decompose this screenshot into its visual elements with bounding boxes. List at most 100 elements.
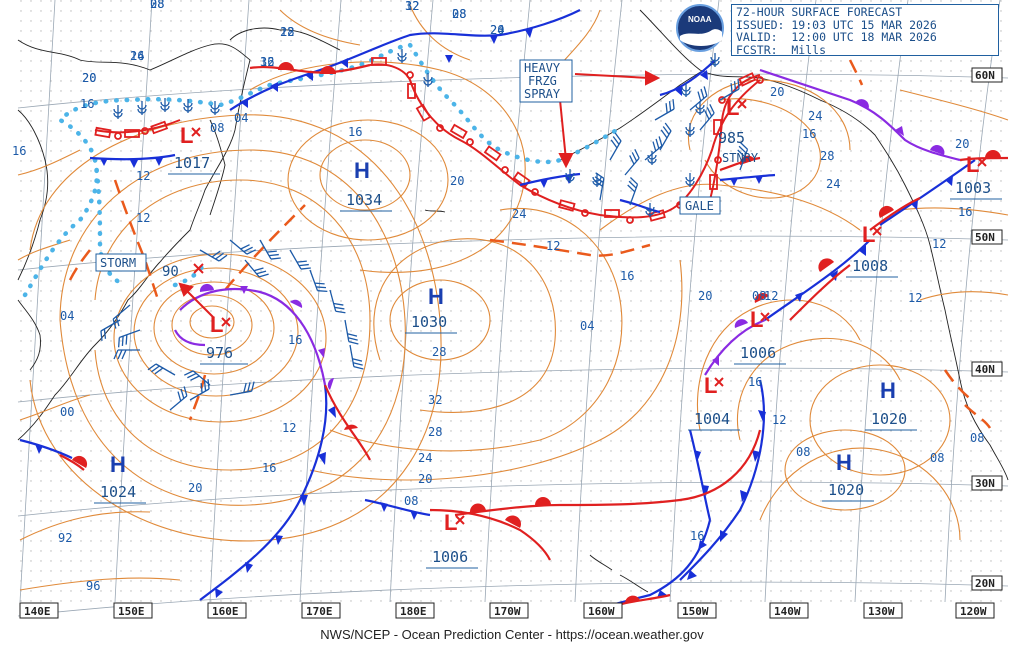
latitude-label: 30N [975,477,995,490]
wind-barb [344,319,359,345]
pressure-value: 1004 [694,410,730,428]
longitude-label-box [955,602,995,619]
latitude-label-box [971,575,1003,591]
isobar-label: 00 [60,405,74,419]
wind-barb [259,239,281,260]
freezing-spray-icon [645,203,655,217]
longitude-label-box [207,602,247,619]
wind-barb [100,319,121,341]
isobar-label: 16 [620,269,634,283]
wind-barb [117,329,141,348]
isobar-label: 20 [82,71,96,85]
isobar-label: 12 [280,25,294,39]
freezing-spray-icon [160,98,170,112]
freezing-spray-icon [695,101,705,115]
longitude-label: 180E [400,605,427,618]
latitude-label: 20N [975,577,995,590]
isobar-label: 24 [808,109,822,123]
ice-edge-lines [22,42,623,298]
low-symbol: L [966,152,979,177]
wind-barb [229,381,255,396]
freezing-spray-icon [183,99,193,113]
wind-barb [199,249,228,262]
isobar-label: 16 [690,529,704,543]
wind-barbs [100,79,749,411]
wind-barb [184,370,211,386]
low-x-marks [191,99,987,525]
isobar-label: 16 [348,125,362,139]
troughs [68,59,992,429]
warm-front-semicircles [72,62,1001,602]
isobar-label: 16 [958,205,972,219]
isobar-label: 12 [136,169,150,183]
freezing-spray-icon [685,173,695,187]
isobar-label: 20 [770,85,784,99]
high-centers: H H H H H [110,158,896,477]
latitude-labels: 60N 50N 40N 30N 20N [971,67,1003,591]
isobar-label: 20 [418,472,432,486]
freezing-spray-symbols [113,49,720,217]
pressure-value: 1020 [871,410,907,428]
isobar-label: 16 [80,97,94,111]
latitude-label: 50N [975,231,995,244]
isobar-label: 24 [130,49,144,63]
isobar-label: 28 [820,149,834,163]
pressure-value: 1024 [100,483,136,501]
high-symbol: H [354,158,370,183]
occluded-fronts [174,68,961,386]
freezing-spray-icon [647,151,657,165]
isobar-label: 28 [280,25,294,39]
wind-barb [349,344,364,370]
longitude-label-box [583,602,623,619]
pressure-value: 985 [718,129,745,147]
freezing-spray-icon [565,169,575,183]
low-symbol: L [444,510,457,535]
isobar-label: 16 [130,49,144,63]
wind-barb [309,269,328,293]
isobar-label: 20 [82,71,96,85]
wind-barb [113,349,140,360]
warning-labels: STORM GALE STNRY HEAVY FRZG SPRAY 90 [95,59,759,280]
forecast-title: 72-HOUR SURFACE FORECAST [736,5,903,19]
isobar-label: 24 [490,23,504,37]
isobar-label: 24 [512,207,526,221]
isobar-label: 28 [432,345,446,359]
isobar-label: 12 [546,239,560,253]
wind-barb [624,149,640,176]
longitude-label: 170E [306,605,333,618]
isobar-label: 24 [418,451,432,465]
isobar-label: 12 [908,291,922,305]
low-symbol: L [180,123,193,148]
isobar-label: 08 [930,451,944,465]
isobar-label: 16 [12,144,26,158]
pressure-values: 1034 1030 1024 1020 1020 1017 976 1006 9… [100,129,991,566]
isobar-label: 16 [260,55,274,69]
isobar-label: 04 [234,111,248,125]
pressure-value: 1008 [852,257,888,275]
storm-label: STORM [100,256,136,270]
longitude-label-box [19,602,59,619]
forecaster: FCSTR: Mills [736,42,827,57]
wind-barb [644,136,663,161]
freezing-spray-icon [397,49,407,63]
isobar-labels: 2828323228242420161612121620242832282420… [12,0,984,593]
longitude-label-box [769,602,809,619]
pressure-value: 1003 [955,179,991,197]
pressure-value: 1006 [432,548,468,566]
wind-barb [609,132,622,161]
wind-barb [654,99,675,121]
longitude-label: 150E [118,605,145,618]
latitude-label-box [971,361,1003,377]
pressure-value: 1017 [174,154,210,172]
isobar-label: 16 [748,375,762,389]
isobar-label: 96 [86,579,100,593]
isobar-label: 08 [796,445,810,459]
isobar-label: 12 [405,0,419,13]
isobar-label: 20 [698,289,712,303]
wind-barb [229,239,256,255]
isobar-label: 28 [452,7,466,21]
wind-barb [289,249,311,270]
low-symbol: L [750,307,763,332]
longitude-label: 140W [774,605,801,618]
isobar-label: 12 [764,289,778,303]
